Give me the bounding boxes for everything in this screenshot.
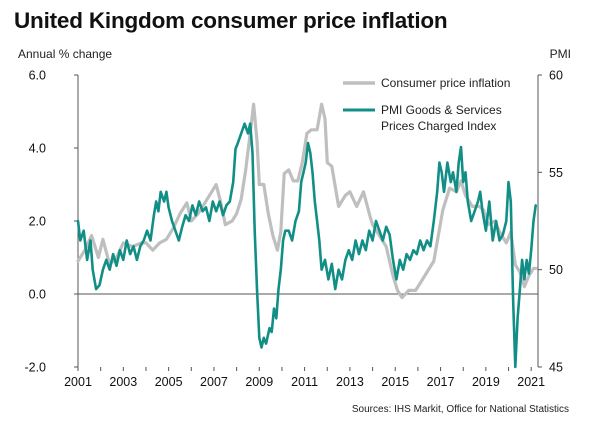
x-tick-label: 2011 bbox=[291, 375, 318, 389]
left-tick-label: 4.0 bbox=[29, 142, 46, 156]
x-tick-label: 2019 bbox=[472, 375, 500, 389]
left-tick-label: 0.0 bbox=[29, 288, 46, 302]
legend-label-pmi: PMI Goods & Services Prices Charged Index bbox=[381, 103, 502, 133]
right-axis-label: PMI bbox=[549, 47, 571, 61]
x-tick-label: 2009 bbox=[245, 375, 273, 389]
x-tick-label: 2013 bbox=[336, 375, 364, 389]
left-axis-label: Annual % change bbox=[18, 47, 113, 61]
x-tick-label: 2003 bbox=[109, 375, 137, 389]
series-layer bbox=[76, 102, 538, 369]
x-tick-label: 2005 bbox=[155, 375, 183, 389]
x-tick-label: 2007 bbox=[200, 375, 228, 389]
left-tick-label: 2.0 bbox=[29, 215, 46, 229]
right-tick-label: 55 bbox=[549, 166, 563, 180]
left-tick-label: -2.0 bbox=[24, 361, 46, 375]
pmi-series-line bbox=[76, 122, 537, 369]
chart-title: United Kingdom consumer price inflation bbox=[14, 8, 448, 33]
right-tick-label: 50 bbox=[549, 263, 563, 277]
x-tick-label: 2001 bbox=[64, 375, 92, 389]
x-tick-label: 2021 bbox=[517, 375, 545, 389]
sources-note: Sources: IHS Markit, Office for National… bbox=[351, 404, 569, 415]
right-tick-label: 60 bbox=[549, 69, 563, 83]
right-tick-label: 45 bbox=[549, 361, 563, 375]
legend: Consumer price inflation PMI Goods & Serv… bbox=[343, 76, 510, 133]
x-tick-label: 2017 bbox=[427, 375, 455, 389]
legend-label-cpi: Consumer price inflation bbox=[381, 76, 510, 90]
axes: -2.0 0.0 2.0 4.0 6.0 45 50 55 60 2001 2003 2005 2007… bbox=[24, 69, 563, 390]
left-tick-label: 6.0 bbox=[29, 69, 46, 83]
x-tick-label: 2015 bbox=[381, 375, 409, 389]
